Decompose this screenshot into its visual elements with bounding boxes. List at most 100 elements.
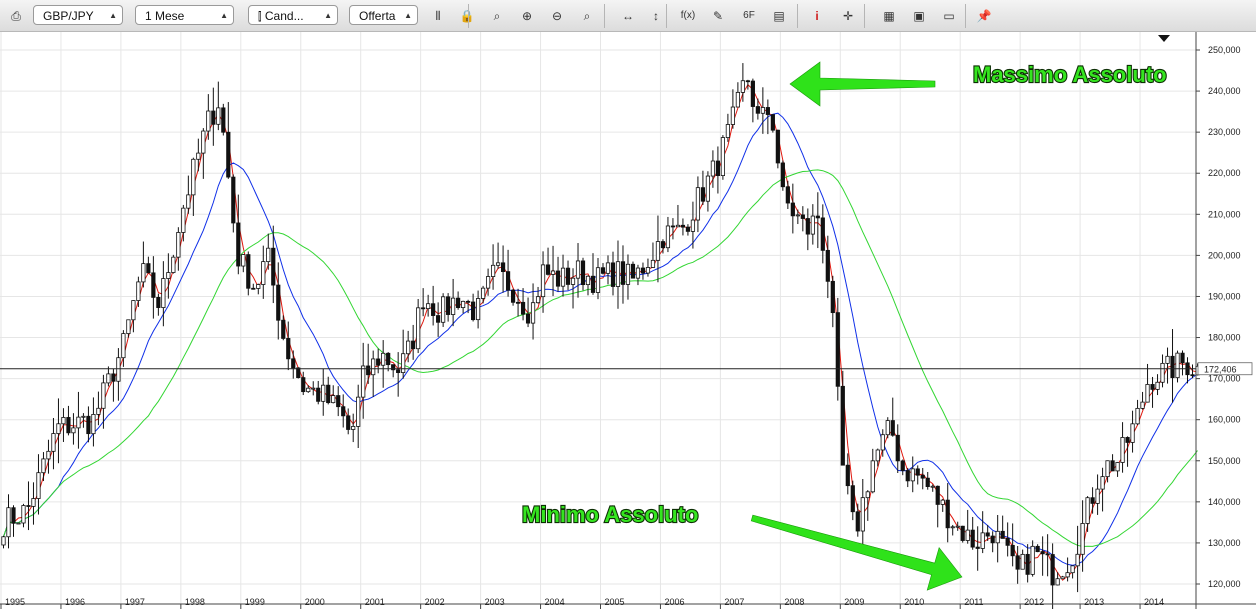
- candle-body: [1080, 523, 1085, 555]
- candle: [835, 297, 840, 401]
- candle-body: [456, 297, 461, 309]
- candle-body: [1050, 554, 1055, 586]
- candle: [1105, 460, 1110, 483]
- printer-icon[interactable]: ⎙: [11, 9, 21, 23]
- x-tick-label: 2003: [485, 597, 505, 607]
- candle-body: [1135, 407, 1140, 425]
- plot-area: [0, 32, 1196, 609]
- chart-type-dropdown[interactable]: ⫿ Cand... ▲: [248, 5, 338, 25]
- period-dropdown[interactable]: 1 Mese ▲: [135, 5, 234, 25]
- object-settings-icon[interactable]: 6F: [743, 10, 755, 21]
- candle-body: [36, 472, 41, 499]
- candle-body: [16, 522, 21, 525]
- candle: [920, 467, 925, 490]
- candle: [815, 192, 820, 249]
- candle: [1115, 461, 1120, 477]
- candle: [251, 283, 256, 290]
- candle: [1165, 347, 1170, 384]
- candle-body: [895, 434, 900, 462]
- candle-body: [495, 262, 501, 266]
- candle-body: [905, 470, 910, 482]
- candle: [590, 253, 596, 295]
- candle-body: [555, 270, 561, 287]
- candle: [775, 129, 780, 169]
- candle-body: [146, 263, 151, 274]
- toolbar-separator: [797, 4, 798, 28]
- crosshair-icon[interactable]: ✛: [842, 9, 854, 23]
- candle-body: [565, 267, 571, 285]
- zoom-fit-icon[interactable]: ⌕: [583, 9, 591, 23]
- candle: [965, 509, 970, 544]
- indicator-fx-icon[interactable]: f(x): [680, 10, 696, 21]
- x-tick-label: 1998: [185, 597, 205, 607]
- price-side-dropdown[interactable]: Offerta ▲: [349, 5, 418, 25]
- candle: [825, 235, 830, 299]
- candle-body: [191, 158, 196, 196]
- candle-body: [116, 357, 121, 382]
- drawing-tools-icon[interactable]: ✎: [712, 9, 724, 23]
- candle-body: [910, 468, 915, 482]
- candle: [1150, 376, 1155, 408]
- candle-body: [510, 289, 516, 303]
- candle: [845, 453, 850, 495]
- candle: [461, 300, 466, 314]
- candle: [221, 103, 226, 136]
- x-tick-label: 2008: [784, 597, 804, 607]
- y-tick-label: 140,000: [1208, 497, 1241, 507]
- candle: [256, 283, 261, 295]
- candle-body: [1030, 545, 1035, 575]
- annotation-arrow: [789, 61, 936, 107]
- annotation-label: Massimo Assoluto: [973, 62, 1167, 87]
- candle-body: [945, 499, 950, 529]
- candle-body: [446, 296, 451, 315]
- scroll-horizontal-icon[interactable]: ↔: [622, 9, 634, 23]
- candle-body: [675, 224, 681, 228]
- candle-body: [655, 241, 661, 261]
- dropdown-arrow-icon: ▲: [109, 11, 117, 20]
- candle-body: [61, 417, 66, 425]
- candle-body: [730, 106, 735, 125]
- candle-body: [11, 507, 16, 524]
- symbol-dropdown[interactable]: GBP/JPY ▲: [33, 5, 123, 25]
- candle-body: [246, 254, 251, 289]
- x-tick-label: 2007: [724, 597, 744, 607]
- candle-body: [540, 264, 546, 298]
- pin-icon[interactable]: 📌: [976, 9, 992, 23]
- zoom-in-icon[interactable]: ⊕: [521, 9, 533, 23]
- candle-body: [585, 275, 591, 286]
- info-icon[interactable]: i: [815, 9, 819, 23]
- candle-body: [196, 152, 201, 160]
- notes-icon[interactable]: ▤: [773, 9, 785, 23]
- scroll-vertical-icon[interactable]: ↕: [653, 9, 659, 23]
- candle: [870, 448, 875, 494]
- candle-icon: ⫿: [258, 11, 262, 23]
- candle-body: [680, 224, 686, 228]
- candle-body: [990, 535, 995, 544]
- window-icon[interactable]: ▭: [943, 9, 955, 23]
- save-icon[interactable]: ▣: [913, 9, 925, 23]
- candle-body: [850, 485, 855, 513]
- candle: [1075, 525, 1080, 593]
- candle-body: [870, 460, 875, 493]
- candle-body: [740, 80, 745, 93]
- x-tick-label: 2012: [1024, 597, 1044, 607]
- candle: [650, 242, 656, 268]
- candle-body: [600, 267, 606, 274]
- candle-body: [925, 477, 930, 487]
- zoom-out-icon[interactable]: ⊖: [551, 9, 563, 23]
- dropdown-arrow-icon: ▲: [220, 11, 228, 20]
- candle: [585, 275, 591, 296]
- candle: [905, 467, 910, 488]
- candle: [91, 397, 96, 447]
- bar-chart-icon[interactable]: ⫴: [435, 9, 441, 23]
- grid-icon[interactable]: ▦: [883, 9, 895, 23]
- candle: [495, 242, 501, 269]
- chart-toolbar: ⎙ GBP/JPY ▲ 1 Mese ▲ ⫿ Cand... ▲ Offerta…: [0, 0, 1256, 32]
- candle: [900, 459, 905, 476]
- zoom-icon[interactable]: ⌕: [493, 9, 501, 23]
- lock-icon[interactable]: 🔒: [459, 9, 475, 23]
- candle: [675, 204, 681, 228]
- candle-body: [840, 385, 845, 466]
- candle-body: [226, 131, 231, 178]
